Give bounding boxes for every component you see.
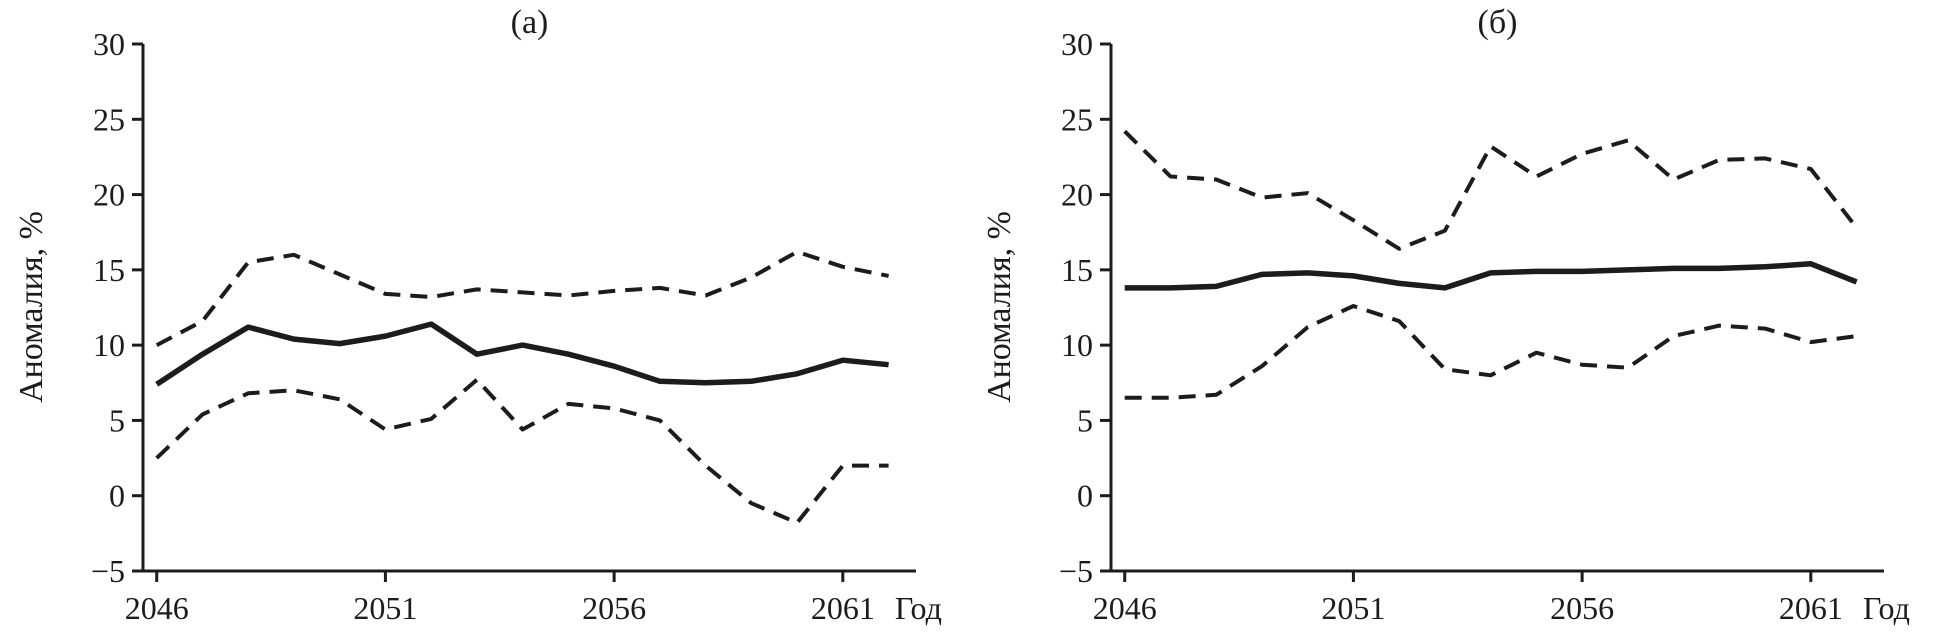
- y-tick-label: 10: [1061, 327, 1093, 363]
- y-tick-label: −5: [1059, 553, 1093, 589]
- chart-b: (б) Аномалия, % −5 0 5 10 15 20 25 30 2046 2051 20…: [968, 0, 1936, 643]
- y-tick-label: 20: [93, 177, 125, 213]
- y-tick-label: 0: [109, 478, 125, 514]
- chart-a: (а) Аномалия, % −5 0 5 10 15 20 25 30 2046 2051 20…: [13, 4, 942, 626]
- y-tick-label: 25: [1061, 101, 1093, 137]
- y-tick-label: 0: [1077, 478, 1093, 514]
- y-tick-label: 15: [93, 252, 125, 288]
- chart-b-plot: −5 0 5 10 15 20 25 30 2046 2051 2056 2061 Год: [1059, 26, 1910, 626]
- x-tick-label: 2056: [1550, 590, 1614, 626]
- series-mean-line: [1124, 261, 1858, 291]
- x-tick-label: 2056: [582, 590, 646, 626]
- y-tick-label: 5: [109, 402, 125, 438]
- chart-a-title: (а): [510, 4, 549, 41]
- chart-b-title: (б): [1477, 4, 1518, 41]
- series-upper-bound-line: [1123, 129, 1859, 251]
- x-tick-label: 2046: [125, 590, 189, 626]
- x-tick-label: 2046: [1093, 590, 1157, 626]
- x-tick-label: 2061: [811, 590, 875, 626]
- series-lower-bound-line: [1124, 304, 1857, 400]
- x-tick-label: 2051: [1321, 590, 1385, 626]
- chart-a-plot: −5 0 5 10 15 20 25 30 2046 2051 2056 2061 Год: [91, 26, 942, 626]
- y-tick-label: 15: [1061, 252, 1093, 288]
- y-tick-label: 20: [1061, 177, 1093, 213]
- x-axis-unit-label: Год: [895, 590, 942, 626]
- y-tick-label: 25: [93, 101, 125, 137]
- y-tick-label: 10: [93, 327, 125, 363]
- y-tick-label: −5: [91, 553, 125, 589]
- y-tick-label: 30: [93, 26, 125, 62]
- x-tick-label: 2061: [1779, 590, 1843, 626]
- series-mean-line: [155, 321, 889, 387]
- series-upper-bound-line: [155, 249, 889, 347]
- x-tick-label: 2051: [353, 590, 417, 626]
- y-tick-label: 5: [1077, 402, 1093, 438]
- y-tick-label: 30: [1061, 26, 1093, 62]
- series-lower-bound-line: [155, 377, 889, 525]
- x-axis-unit-label: Год: [1863, 590, 1910, 626]
